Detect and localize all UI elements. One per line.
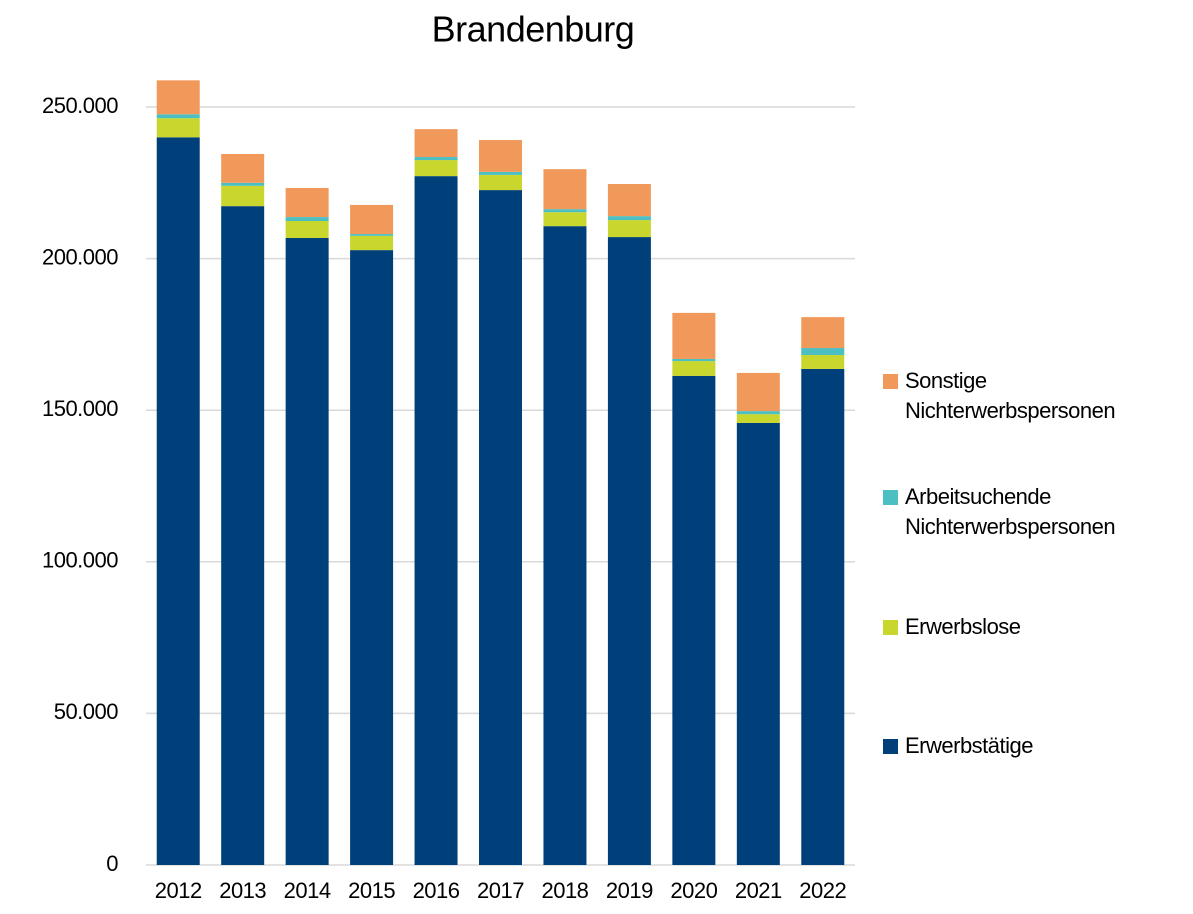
bar-segment: [414, 160, 458, 177]
bar-segment: [801, 317, 845, 349]
bar-segment: [221, 185, 265, 207]
legend-item: Sonstige Nichterwerbspersonen: [883, 366, 1173, 426]
bar-segment: [221, 206, 265, 866]
bar-segment: [479, 140, 522, 172]
y-tick-label: 50.000: [54, 699, 119, 724]
bar-segment: [543, 226, 587, 865]
bar-segment: [672, 361, 716, 376]
bar-segment: [479, 171, 522, 175]
bar-segment: [414, 157, 458, 161]
legend-item: Erwerbslose: [883, 612, 1173, 642]
y-tick-label: 0: [106, 851, 118, 876]
bar-segment: [736, 414, 780, 423]
bar-segment: [736, 372, 780, 412]
x-tick-label: 2022: [799, 878, 846, 903]
x-tick-label: 2016: [413, 878, 460, 903]
bar-segment: [801, 355, 845, 369]
legend-label: Erwerbstätige: [905, 733, 1034, 758]
chart-title: Brandenburg: [432, 9, 635, 50]
bar-segment: [543, 169, 587, 210]
x-tick-label: 2020: [670, 878, 717, 903]
y-tick-label: 200.000: [42, 244, 118, 269]
bar-segment: [285, 217, 329, 222]
bar-segment: [350, 250, 394, 865]
legend-swatch: [883, 490, 898, 505]
bar-segment: [156, 80, 200, 115]
bar-segment: [285, 237, 329, 865]
bar-segment: [156, 114, 200, 119]
x-tick-label: 2013: [219, 878, 266, 903]
x-tick-label: 2019: [606, 878, 653, 903]
bar-segment: [672, 358, 716, 362]
bar-segment: [221, 182, 265, 186]
bar-segment: [479, 190, 522, 866]
legend-swatch: [883, 739, 898, 754]
bar-segment: [801, 348, 845, 356]
bar-segment: [479, 174, 522, 191]
bar-segment: [543, 212, 587, 227]
bar-segment: [350, 235, 394, 251]
legend-label: Sonstige Nichterwerbspersonen: [905, 368, 1116, 423]
y-tick-label: 150.000: [42, 396, 118, 421]
bar-segment: [672, 312, 716, 359]
legend-item: Erwerbstätige: [883, 731, 1173, 761]
bar-segment: [543, 209, 587, 213]
legend-item: Arbeitsuchende Nichterwerbspersonen: [883, 482, 1173, 542]
bar-segment: [607, 184, 651, 217]
legend-label: Erwerbslose: [905, 614, 1021, 639]
bar-segment: [221, 153, 265, 183]
legend-label: Arbeitsuchende Nichterwerbspersonen: [905, 484, 1116, 539]
bar-segment: [607, 237, 651, 865]
x-tick-label: 2017: [477, 878, 524, 903]
y-tick-label: 250.000: [42, 93, 118, 118]
bar-segment: [607, 220, 651, 238]
x-tick-label: 2021: [735, 878, 782, 903]
legend-swatch: [883, 620, 898, 635]
bar-segment: [736, 422, 780, 865]
bar-segment: [350, 234, 394, 236]
bar-segment: [607, 216, 651, 221]
bar-segment: [156, 137, 200, 865]
x-tick-label: 2014: [284, 878, 331, 903]
x-tick-label: 2015: [348, 878, 395, 903]
bar-segment: [414, 176, 458, 866]
bar-segment: [801, 368, 845, 865]
bar-segment: [414, 129, 458, 158]
bar-segment: [672, 375, 716, 865]
x-tick-label: 2018: [541, 878, 588, 903]
bar-segment: [350, 204, 394, 235]
y-tick-label: 100.000: [42, 548, 118, 573]
bar-segment: [736, 411, 780, 415]
x-tick-label: 2012: [155, 878, 202, 903]
bar-segment: [285, 221, 329, 238]
legend-swatch: [883, 374, 898, 389]
bar-segment: [285, 187, 329, 218]
bar-segment: [156, 118, 200, 138]
